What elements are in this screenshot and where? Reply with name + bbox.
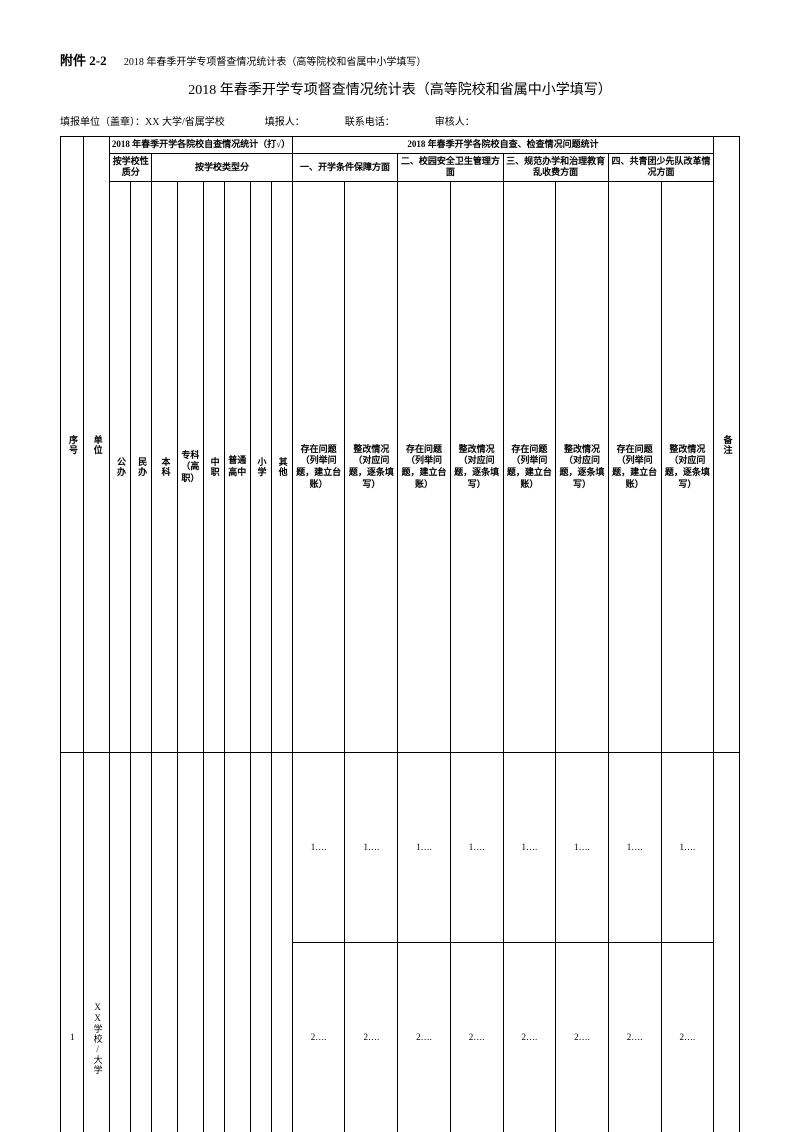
col-fix-3: 整改情况（对应问题，逐条填写）: [556, 182, 609, 753]
col-issue-4: 存在问题（列举问题，建立台账）: [608, 182, 661, 753]
col-nature2: 民办: [135, 184, 147, 750]
cell: 2….: [503, 943, 556, 1132]
col-selfcheck-group: 2018 年春季开学各院校自查情况统计（打√）: [110, 137, 293, 154]
cell: 1….: [608, 753, 661, 943]
col-aspect1: 一、开学条件保障方面: [292, 153, 397, 181]
col-aspect4: 四、共青团少先队改革情况方面: [608, 153, 713, 181]
cell: 1….: [292, 753, 345, 943]
col-remarks: 备注: [721, 162, 733, 728]
attachment-number: 附件 2-2: [60, 53, 107, 68]
data-row-1: 1 XX学校/大学 1…. 1…. 1…. 1…. 1…. 1…. 1…. 1……: [61, 753, 740, 943]
col-unit: 单位: [91, 162, 103, 728]
col-bynature: 按学校性质分: [110, 153, 152, 181]
cell: 1….: [345, 753, 398, 943]
cell: 2….: [398, 943, 451, 1132]
cell: 2….: [292, 943, 345, 1132]
col-bytype: 按学校类型分: [152, 153, 293, 181]
cell: 1….: [556, 753, 609, 943]
cell: 2….: [450, 943, 503, 1132]
col-nature1: 公办: [114, 184, 126, 750]
col-type4: 普通高中: [224, 182, 250, 753]
cell: 1….: [398, 753, 451, 943]
cell: [203, 753, 224, 1132]
col-type2: 专科（高职）: [178, 182, 204, 753]
cell: [131, 753, 152, 1132]
col-type1: 本科: [159, 184, 171, 750]
col-aspect2: 二、校园安全卫生管理方面: [398, 153, 503, 181]
cell: [271, 753, 292, 1132]
main-table: 序号 单位 2018 年春季开学各院校自查情况统计（打√） 2018 年春季开学…: [60, 136, 740, 1132]
attachment-preface: 2018 年春季开学专项督查情况统计表（高等院校和省属中小学填写）: [124, 57, 427, 68]
cell: 2….: [345, 943, 398, 1132]
col-fix-2: 整改情况（对应问题，逐条填写）: [450, 182, 503, 753]
col-fix-1: 整改情况（对应问题，逐条填写）: [345, 182, 398, 753]
cell: 1….: [503, 753, 556, 943]
cell: 1….: [450, 753, 503, 943]
form-info-line: 填报单位（盖章）：XX 大学/省属学校 填报人： 联系电话： 审核人：: [60, 113, 740, 128]
unit-field: 填报单位（盖章）：XX 大学/省属学校: [60, 113, 225, 128]
header-row-1: 序号 单位 2018 年春季开学各院校自查情况统计（打√） 2018 年春季开学…: [61, 137, 740, 154]
cell-unit: XX学校/大学: [91, 755, 103, 1132]
col-type3: 中职: [208, 184, 220, 750]
col-type6: 其他: [276, 184, 288, 750]
cell: [250, 753, 271, 1132]
col-fix-4: 整改情况（对应问题，逐条填写）: [661, 182, 714, 753]
cell: [110, 753, 131, 1132]
col-type5: 小学: [255, 184, 267, 750]
cell: 1….: [661, 753, 714, 943]
cell-seq: 1: [61, 753, 84, 1132]
col-issue-3: 存在问题（列举问题，建立台账）: [503, 182, 556, 753]
phone-field: 联系电话：: [345, 113, 395, 128]
page-title: 2018 年春季开学专项督查情况统计表（高等院校和省属中小学填写）: [60, 79, 740, 99]
col-issue-1: 存在问题（列举问题，建立台账）: [292, 182, 345, 753]
auditor-field: 审核人：: [435, 113, 475, 128]
cell: [152, 753, 178, 1132]
attachment-header: 附件 2-2 2018 年春季开学专项督查情况统计表（高等院校和省属中小学填写）: [60, 50, 740, 69]
cell: 2….: [608, 943, 661, 1132]
col-seq: 序号: [66, 162, 78, 728]
col-aspect3: 三、规范办学和治理教育乱收费方面: [503, 153, 608, 181]
cell: [714, 753, 740, 1132]
col-issue-2: 存在问题（列举问题，建立台账）: [398, 182, 451, 753]
cell: [224, 753, 250, 1132]
col-issue-group: 2018 年春季开学各院校自查、检查情况问题统计: [292, 137, 713, 154]
header-row-2: 按学校性质分 按学校类型分 一、开学条件保障方面 二、校园安全卫生管理方面 三、…: [61, 153, 740, 181]
reporter-field: 填报人：: [265, 113, 305, 128]
cell: 2….: [556, 943, 609, 1132]
cell: 2….: [661, 943, 714, 1132]
cell: [178, 753, 204, 1132]
